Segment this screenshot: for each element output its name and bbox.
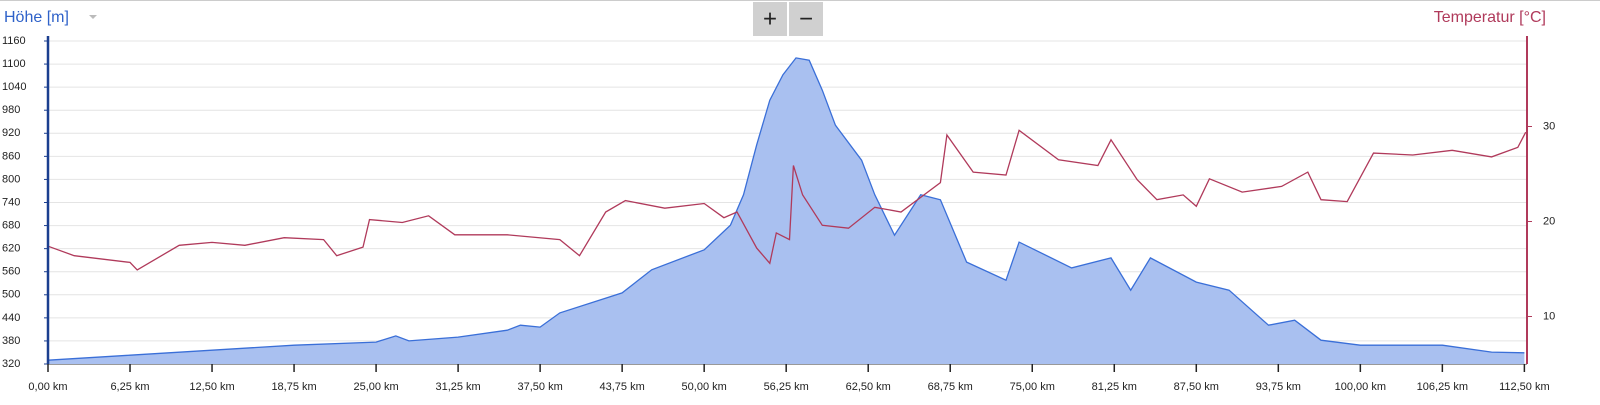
y-tick-label: 320 (2, 358, 20, 370)
y-axis-title: Höhe [m] (4, 9, 69, 26)
x-tick-label: 37,50 km (518, 381, 563, 393)
zoom-in-label: + (763, 5, 777, 32)
y-tick-label: 860 (2, 150, 20, 162)
y2-tick-label: 10 (1543, 310, 1555, 322)
x-tick-label: 31,25 km (435, 381, 480, 393)
y2-tick-label: 30 (1543, 120, 1555, 132)
x-tick-label: 0,00 km (28, 381, 67, 393)
x-tick-label: 112,50 km (1499, 381, 1550, 393)
x-tick-label: 50,00 km (682, 381, 727, 393)
y-tick-label: 740 (2, 196, 20, 208)
x-tick-label: 62,50 km (846, 381, 891, 393)
x-tick-label: 100,00 km (1335, 381, 1386, 393)
zoom-in-button[interactable]: + (753, 2, 787, 36)
dropdown-icon[interactable] (89, 15, 97, 19)
y-tick-label: 800 (2, 173, 20, 185)
y-tick-label: 380 (2, 335, 20, 347)
y-tick-label: 620 (2, 243, 20, 255)
x-tick-label: 12,50 km (189, 381, 234, 393)
line (47, 129, 1527, 271)
y-tick-label: 1040 (2, 81, 26, 93)
zoom-out-button[interactable]: − (789, 2, 823, 36)
x-tick-label: 56,25 km (764, 381, 809, 393)
x-tick-label: 106,25 km (1417, 381, 1468, 393)
x-tick-label: 43,75 km (600, 381, 645, 393)
line (47, 57, 1525, 361)
y-tick-label: 920 (2, 127, 20, 139)
x-tick-label: 18,75 km (271, 381, 316, 393)
x-tick-label: 87,50 km (1174, 381, 1219, 393)
x-tick-label: 6,25 km (110, 381, 149, 393)
y-tick-label: 680 (2, 219, 20, 231)
y-tick-label: 980 (2, 104, 20, 116)
x-tick-label: 25,00 km (353, 381, 398, 393)
y2-axis-title: Temperatur [°C] (1434, 9, 1546, 26)
y-tick-label: 560 (2, 266, 20, 278)
y-tick-label: 1160 (2, 35, 26, 47)
y2-tick-label: 20 (1543, 215, 1555, 227)
y-tick-label: 440 (2, 312, 20, 324)
x-tick-label: 93,75 km (1256, 381, 1301, 393)
x-tick-label: 81,25 km (1092, 381, 1137, 393)
y-tick-label: 1100 (2, 58, 26, 70)
y-tick-label: 500 (2, 289, 20, 301)
zoom-out-label: − (799, 5, 813, 32)
area (48, 57, 1525, 365)
x-tick-label: 68,75 km (928, 381, 973, 393)
x-tick-label: 75,00 km (1010, 381, 1055, 393)
